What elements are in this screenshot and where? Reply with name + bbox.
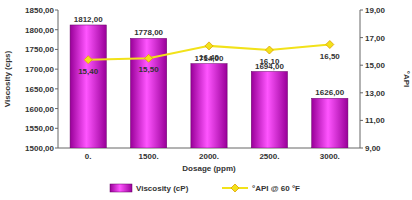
api-label: 16,40 [199, 53, 220, 62]
y2-tick-label: 9,00 [365, 144, 381, 153]
y2-tick-label: 11,00 [365, 116, 385, 125]
api-marker [205, 42, 213, 50]
bar-label: 1714,00 [195, 54, 224, 63]
api-marker [265, 46, 273, 54]
y-tick [55, 88, 58, 89]
bar-label: 1778,00 [134, 28, 163, 37]
y-tick [55, 108, 58, 109]
y2-axis [360, 10, 361, 148]
y2-tick [360, 37, 363, 38]
y-tick-label: 1550,00 [25, 124, 54, 133]
x-tick-label: 2000. [199, 152, 219, 161]
bar [251, 72, 287, 148]
y2-tick-label: 15,00 [365, 61, 386, 70]
y-tick-label: 1750,00 [25, 45, 54, 54]
y-tick-label: 1850,00 [25, 6, 54, 15]
x-tick-label: 1500. [139, 152, 159, 161]
y2-tick-label: 13,00 [365, 89, 386, 98]
y2-tick [360, 148, 363, 149]
api-label: 15,40 [78, 67, 99, 76]
y-tick-label: 1650,00 [25, 85, 54, 94]
bar [312, 98, 348, 148]
y2-tick [360, 10, 363, 11]
y-tick-label: 1800,00 [25, 26, 54, 35]
y-tick [55, 148, 58, 149]
legend-label: Viscosity (cP) [136, 184, 189, 193]
y2-tick [360, 92, 363, 93]
y-axis-label: Viscosity (cps) [3, 51, 12, 108]
y-tick [55, 49, 58, 50]
api-label: 16,50 [320, 52, 341, 61]
y-tick-label: 1700,00 [25, 65, 54, 74]
y2-tick [360, 65, 363, 66]
y2-axis-label: °API [402, 71, 411, 88]
legend: Viscosity (cP) °API @ 60 °F [110, 184, 300, 193]
x-tick-label: 2500. [259, 152, 279, 161]
bar-label: 1626,00 [315, 88, 344, 97]
y-tick-label: 1600,00 [25, 105, 54, 114]
bar [70, 25, 106, 148]
y2-tick-label: 17,00 [365, 34, 386, 43]
api-marker [84, 56, 92, 64]
api-label: 16,10 [259, 57, 280, 66]
legend-swatch [110, 184, 132, 192]
legend-swatch [231, 184, 239, 192]
y-tick [55, 69, 58, 70]
x-tick-label: 0. [85, 152, 92, 161]
plot-marks [70, 25, 348, 148]
y2-tick [360, 120, 363, 121]
legend-label: °API @ 60 °F [252, 184, 300, 193]
y-tick [55, 128, 58, 129]
x-axis-label: Dosage (ppm) [182, 164, 236, 173]
chart: 1500,00 1550,00 1600,00 1650,00 1700,00 1750,… [0, 0, 412, 200]
y-tick [55, 29, 58, 30]
api-marker [326, 41, 334, 49]
api-label: 15,50 [139, 65, 160, 74]
x-tick-label: 3000. [320, 152, 340, 161]
y-axis [58, 10, 59, 148]
y-tick [55, 10, 58, 11]
y-tick-label: 1500,00 [25, 144, 54, 153]
api-marker [145, 54, 153, 62]
bar [191, 64, 227, 148]
y2-tick-label: 19,00 [365, 6, 386, 15]
bar-label: 1812,00 [74, 15, 103, 24]
